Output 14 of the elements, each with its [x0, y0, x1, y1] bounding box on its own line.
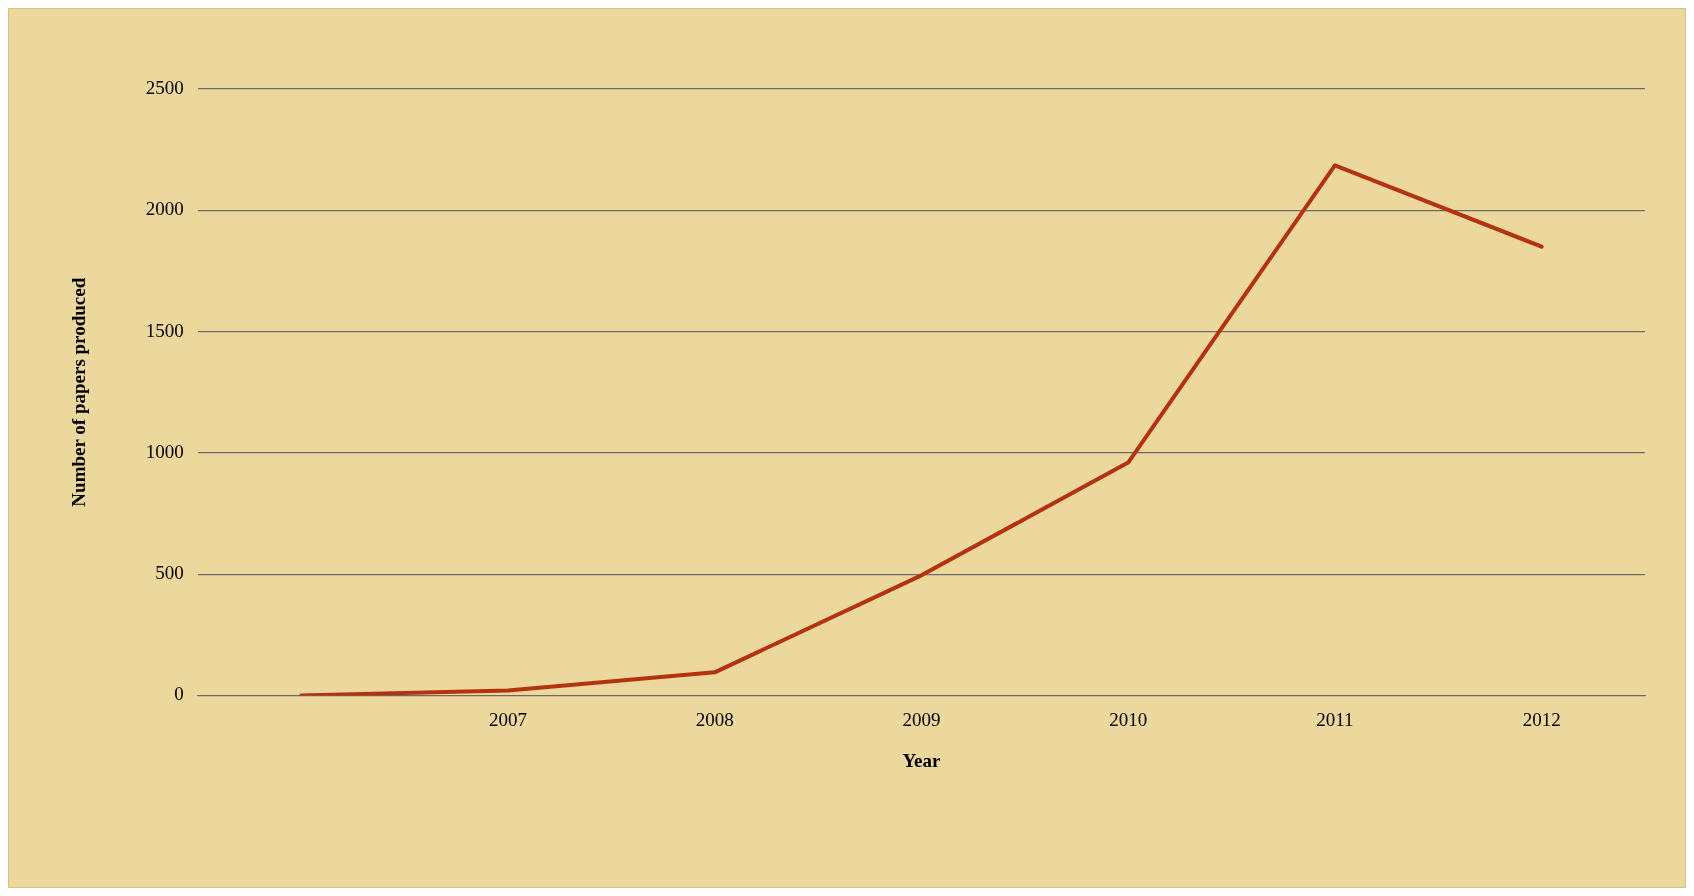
y-axis-title: Number of papers produced [68, 277, 90, 507]
y-tick-label: 0 [174, 683, 184, 705]
x-tick-label: 2011 [1316, 708, 1354, 730]
y-tick-label: 1000 [145, 440, 184, 462]
y-tick-label: 500 [155, 562, 184, 584]
x-tick-label: 2008 [695, 708, 734, 730]
y-tick-label: 1500 [145, 319, 184, 341]
x-axis-title: Year [902, 749, 941, 771]
x-tick-label: 2009 [902, 708, 941, 730]
x-tick-label: 2007 [488, 708, 527, 730]
x-tick-label: 2010 [1109, 708, 1148, 730]
y-tick-label: 2000 [145, 198, 184, 220]
x-tick-label: 2012 [1522, 708, 1561, 730]
y-tick-label: 2500 [145, 76, 184, 98]
